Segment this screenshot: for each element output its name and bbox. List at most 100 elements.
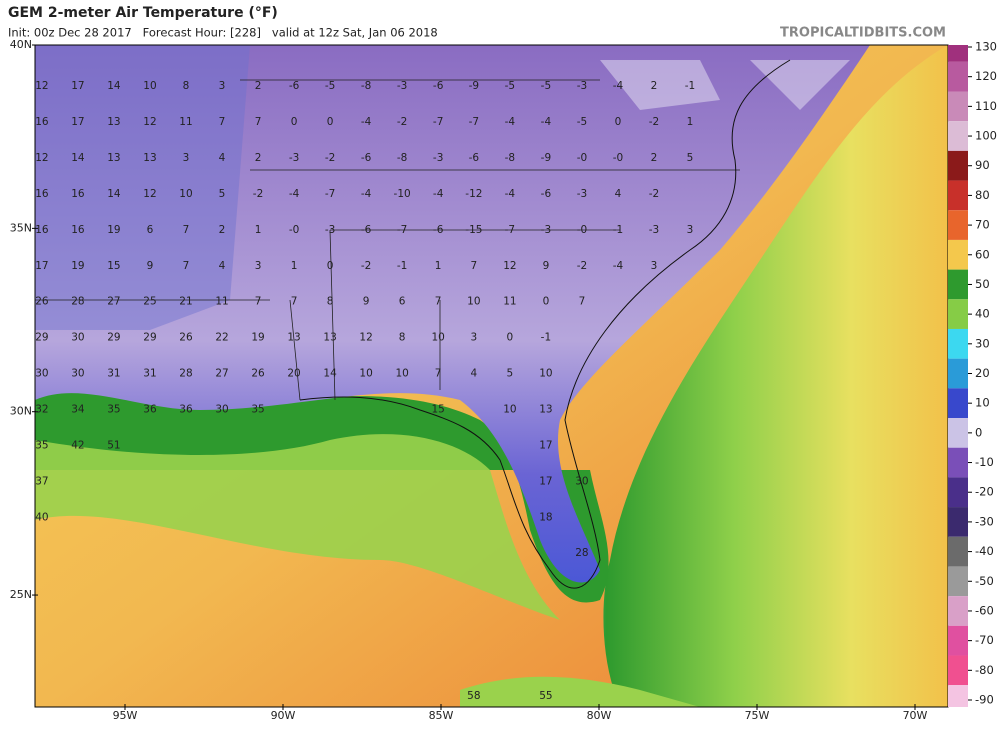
station-value: 2: [219, 224, 226, 236]
station-value: 12: [503, 260, 516, 272]
station-value: 5: [687, 152, 694, 164]
station-value: -6: [361, 152, 372, 164]
colorbar-swatch: [948, 269, 968, 300]
station-value: -1: [685, 80, 695, 92]
station-value: -6: [541, 188, 552, 200]
colorbar-label: -30: [975, 514, 994, 528]
station-value: 40: [35, 511, 48, 523]
lon-label: 90W: [271, 709, 296, 722]
colorbar-swatch: [948, 418, 968, 448]
station-value: -12: [465, 188, 482, 200]
station-value: 5: [507, 368, 514, 380]
station-value: 35: [107, 403, 120, 415]
lat-label: 25N: [10, 588, 32, 601]
station-value: 16: [71, 188, 85, 200]
map-title: GEM 2-meter Air Temperature (°F): [8, 5, 278, 21]
station-value: 16: [35, 188, 49, 200]
station-value: 7: [579, 296, 586, 308]
station-value: -6: [361, 224, 372, 236]
station-value: -2: [577, 260, 587, 272]
station-value: 3: [255, 260, 262, 272]
colorbar-label: -80: [975, 663, 994, 677]
station-value: -7: [433, 116, 443, 128]
station-value: 2: [255, 80, 262, 92]
station-value: 7: [183, 224, 190, 236]
station-value: 12: [359, 332, 372, 344]
colorbar-swatch: [948, 91, 968, 122]
colorbar-swatch: [948, 150, 968, 181]
colorbar-label: 50: [975, 277, 990, 291]
station-value: -6: [433, 224, 444, 236]
station-value: -9: [469, 80, 479, 92]
station-value: 28: [179, 368, 192, 380]
station-value: 4: [615, 188, 622, 200]
map-subtitle: Init: 00z Dec 28 2017 Forecast Hour: [22…: [8, 26, 438, 40]
colorbar-swatch: [948, 210, 968, 240]
station-value: 26: [251, 368, 265, 380]
station-value: 1: [435, 260, 442, 272]
colorbar-label: -60: [975, 603, 994, 617]
station-value: -5: [577, 116, 587, 128]
station-value: 12: [35, 80, 48, 92]
station-value: 37: [35, 475, 48, 487]
colorbar-swatch: [948, 61, 968, 92]
station-value: -3: [325, 224, 335, 236]
colorbar-swatch: [948, 507, 968, 537]
station-value: -4: [361, 188, 372, 200]
station-value: 30: [575, 475, 588, 487]
station-value: 19: [71, 260, 84, 272]
station-value: 6: [399, 296, 406, 308]
station-value: -4: [433, 188, 444, 200]
station-value: 4: [219, 152, 226, 164]
station-value: 35: [251, 403, 264, 415]
station-value: 15: [107, 260, 120, 272]
station-value: -2: [325, 152, 335, 164]
station-value: 9: [543, 260, 550, 272]
station-value: 35: [35, 439, 48, 451]
colorbar-label: 60: [975, 247, 990, 261]
station-value: -4: [613, 260, 624, 272]
colorbar-label: 0: [975, 425, 982, 439]
colorbar-swatch: [948, 45, 968, 62]
station-value: 7: [255, 296, 262, 308]
colorbar-swatch: [948, 239, 968, 270]
station-value: -5: [541, 80, 551, 92]
station-value: 17: [35, 260, 48, 272]
station-value: 9: [147, 260, 154, 272]
station-value: -9: [541, 152, 551, 164]
lon-label: 85W: [429, 709, 454, 722]
station-value: 16: [71, 224, 85, 236]
station-value: 3: [183, 152, 190, 164]
lat-label: 35N: [10, 221, 32, 234]
station-value: 5: [219, 188, 226, 200]
station-value: 22: [215, 332, 228, 344]
station-value: 29: [107, 332, 120, 344]
station-value: 36: [143, 403, 157, 415]
lat-label: 40N: [10, 38, 32, 51]
station-value: 17: [71, 116, 84, 128]
colorbar-swatch: [948, 655, 968, 686]
colorbar-label: -90: [975, 693, 994, 707]
colorbar-swatch: [948, 596, 968, 626]
colorbar-label: 90: [975, 158, 990, 172]
station-value: -0: [577, 224, 587, 236]
station-value: -8: [361, 80, 371, 92]
station-value: 30: [71, 368, 84, 380]
station-value: 0: [327, 260, 334, 272]
station-value: 30: [35, 368, 48, 380]
station-value: 1: [687, 116, 694, 128]
station-value: 20: [287, 368, 300, 380]
station-value: 0: [507, 332, 514, 344]
credit: TROPICALTIDBITS.COM: [780, 26, 946, 41]
station-value: 34: [71, 403, 85, 415]
station-value: 0: [615, 116, 622, 128]
station-value: 0: [291, 116, 298, 128]
station-value: 12: [143, 188, 156, 200]
station-value: 13: [107, 116, 120, 128]
station-value: -8: [397, 152, 407, 164]
colorbar-label: 80: [975, 188, 990, 202]
colorbar-swatch: [948, 477, 968, 508]
station-value: -6: [433, 80, 444, 92]
station-value: 27: [215, 368, 228, 380]
